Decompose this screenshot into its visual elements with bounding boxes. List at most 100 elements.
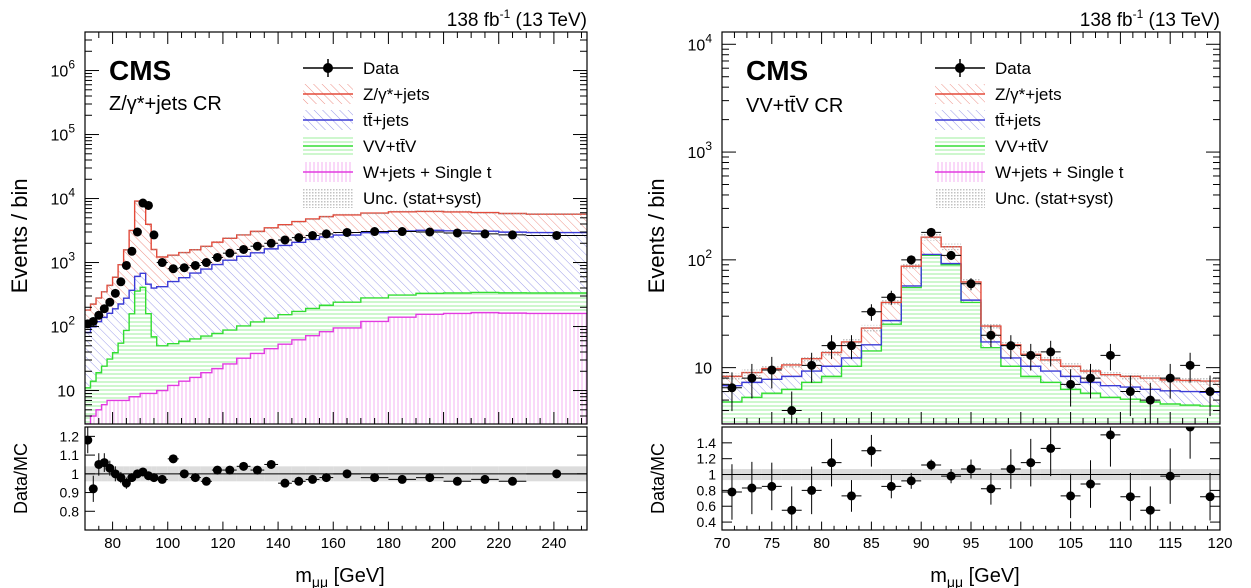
unc-band-bin bbox=[189, 248, 201, 251]
ratio-y-tick-label: 1 bbox=[708, 467, 716, 483]
right-plot-panel: 10 102 103 104 0.40.60.811.21.4 70 75 80 85 90 95 1… bbox=[644, 7, 1233, 588]
main-frame bbox=[84, 31, 588, 425]
unc-band-bin bbox=[85, 308, 91, 312]
data-point bbox=[280, 235, 290, 245]
legend-entry-data: Data bbox=[303, 59, 399, 78]
unc-band-bin bbox=[278, 223, 292, 226]
data-point bbox=[1205, 387, 1215, 397]
legend-entry-tt: tt̄+jets bbox=[935, 110, 1041, 130]
x-tick-label: 75 bbox=[763, 535, 780, 552]
ratio-point bbox=[966, 464, 976, 474]
region-label: VV+tt̄V CR bbox=[746, 95, 843, 117]
data-point bbox=[886, 292, 896, 302]
unc-band-bin bbox=[118, 263, 124, 266]
legend-entry-data: Data bbox=[935, 59, 1031, 78]
ratio-point bbox=[225, 465, 235, 475]
data-point bbox=[157, 258, 167, 268]
ratio-y-tick-label: 0.8 bbox=[697, 482, 717, 498]
ratio-point bbox=[370, 473, 380, 483]
legend-label-tt: tt̄+jets bbox=[363, 111, 409, 130]
ratio-y-tick-label: 0.9 bbox=[60, 485, 80, 501]
x-tick-label: 100 bbox=[1008, 535, 1033, 552]
data-point bbox=[321, 229, 331, 239]
ratio-point bbox=[480, 474, 490, 484]
stack-line-vv bbox=[85, 286, 587, 389]
data-point bbox=[552, 230, 562, 240]
data-point bbox=[767, 365, 777, 375]
data-point bbox=[127, 246, 137, 256]
data-point bbox=[946, 250, 956, 260]
unc-band-bin bbox=[1140, 374, 1161, 382]
data-point bbox=[149, 230, 159, 240]
data-point bbox=[201, 258, 211, 268]
ratio-point bbox=[1105, 430, 1115, 440]
data-point bbox=[239, 244, 249, 254]
ratio-point bbox=[1046, 443, 1056, 453]
ratio-plot-area bbox=[722, 427, 1220, 530]
unc-band-bin bbox=[178, 251, 190, 254]
data-point bbox=[1086, 373, 1096, 383]
data-point bbox=[88, 316, 98, 326]
x-tick-label: 90 bbox=[913, 535, 930, 552]
stack-line-vv bbox=[722, 254, 1220, 407]
ratio-point bbox=[397, 474, 407, 484]
data-point bbox=[132, 227, 142, 237]
y-tick-label: 104 bbox=[51, 186, 76, 209]
legend-label-wj: W+jets + Single t bbox=[995, 163, 1124, 182]
data-point bbox=[168, 264, 178, 274]
x-tick-label: 115 bbox=[1158, 535, 1182, 552]
data-point bbox=[827, 341, 837, 351]
ratio-y-axis-label: Data/MC bbox=[648, 443, 668, 514]
ratio-point bbox=[846, 491, 856, 501]
data-point bbox=[1026, 350, 1036, 360]
ratio-point bbox=[252, 465, 262, 475]
ratio-point bbox=[1185, 427, 1195, 432]
data-point bbox=[508, 230, 518, 240]
ratio-point bbox=[926, 460, 936, 470]
unc-band-bin bbox=[781, 361, 802, 369]
y-tick-label: 102 bbox=[688, 247, 713, 270]
data-point bbox=[787, 406, 797, 416]
x-tick-label: 180 bbox=[376, 535, 401, 552]
x-tick-label: 80 bbox=[104, 535, 121, 552]
ratio-frame bbox=[721, 426, 1221, 531]
ratio-point bbox=[342, 469, 352, 479]
y-tick-label: 10 bbox=[694, 361, 712, 378]
ratio-point bbox=[239, 461, 249, 471]
unc-band-bin bbox=[388, 210, 416, 213]
unc-band-bin bbox=[526, 213, 587, 216]
ratio-y-tick-label: 1.1 bbox=[60, 447, 80, 463]
unc-band-bin bbox=[101, 290, 108, 293]
ratio-point bbox=[308, 474, 318, 484]
legend-entry-dy: Z/γ*+jets bbox=[935, 84, 1062, 104]
ratio-point bbox=[201, 476, 211, 486]
data-point bbox=[425, 227, 435, 237]
ratio-point bbox=[767, 481, 777, 491]
ratio-y-axis-label: Data/MC bbox=[11, 443, 31, 514]
data-point bbox=[105, 297, 115, 307]
data-point bbox=[397, 227, 407, 237]
unc-band-bin bbox=[123, 248, 130, 252]
ratio-point bbox=[866, 446, 876, 456]
unc-band-bin bbox=[443, 210, 472, 214]
unc-band-bin bbox=[107, 284, 113, 287]
unc-band-bin bbox=[415, 210, 444, 213]
data-point bbox=[342, 227, 352, 237]
y-tick-label: 103 bbox=[51, 250, 76, 273]
data-point bbox=[452, 228, 462, 238]
x-tick-label: 160 bbox=[321, 535, 346, 552]
x-axis-label: mμμ [GeV] bbox=[930, 565, 1020, 588]
ratio-point bbox=[105, 463, 115, 473]
x-tick-label: 120 bbox=[210, 535, 235, 552]
y-tick-label: 103 bbox=[688, 139, 713, 162]
ratio-point bbox=[425, 473, 435, 483]
unc-band-bin bbox=[264, 226, 279, 229]
unc-band-bin bbox=[319, 215, 334, 218]
y-tick-label: 104 bbox=[688, 31, 713, 54]
legend-label-tt: tt̄+jets bbox=[995, 111, 1041, 130]
unc-band-bin bbox=[222, 237, 237, 240]
main-plot-area bbox=[85, 198, 587, 424]
ratio-point bbox=[121, 478, 131, 488]
unc-band-bin bbox=[250, 230, 265, 233]
